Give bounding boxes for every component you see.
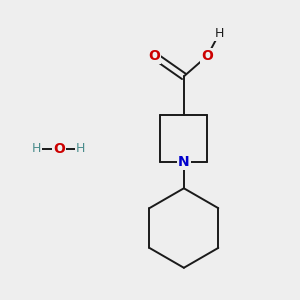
Text: H: H (76, 142, 86, 155)
Text: O: O (53, 142, 65, 155)
Text: O: O (202, 49, 213, 63)
Text: O: O (148, 49, 160, 63)
Text: H: H (214, 27, 224, 40)
Text: N: N (178, 155, 190, 169)
Text: H: H (32, 142, 41, 155)
